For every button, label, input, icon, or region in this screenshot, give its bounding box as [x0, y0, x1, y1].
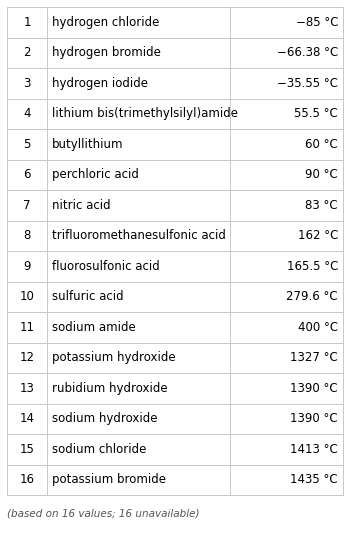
Text: 1: 1	[23, 15, 31, 29]
Text: 162 °C: 162 °C	[298, 229, 338, 242]
Text: 6: 6	[23, 168, 31, 181]
Text: sodium hydroxide: sodium hydroxide	[52, 412, 157, 425]
Text: 4: 4	[23, 107, 31, 120]
Text: hydrogen iodide: hydrogen iodide	[52, 77, 148, 90]
Text: 10: 10	[19, 290, 35, 303]
Text: −66.38 °C: −66.38 °C	[277, 46, 338, 59]
Text: 1327 °C: 1327 °C	[290, 351, 338, 364]
Text: butyllithium: butyllithium	[52, 138, 124, 151]
Text: potassium bromide: potassium bromide	[52, 473, 166, 486]
Text: 400 °C: 400 °C	[298, 321, 338, 334]
Text: 5: 5	[23, 138, 31, 151]
Text: 9: 9	[23, 260, 31, 273]
Text: 1413 °C: 1413 °C	[290, 443, 338, 456]
Text: 2: 2	[23, 46, 31, 59]
Text: lithium bis(trimethylsilyl)amide: lithium bis(trimethylsilyl)amide	[52, 107, 238, 120]
Text: hydrogen chloride: hydrogen chloride	[52, 15, 159, 29]
Text: sulfuric acid: sulfuric acid	[52, 290, 124, 303]
Text: 16: 16	[19, 473, 35, 486]
Text: −85 °C: −85 °C	[295, 15, 338, 29]
Text: 55.5 °C: 55.5 °C	[294, 107, 338, 120]
Text: sodium chloride: sodium chloride	[52, 443, 146, 456]
Text: 90 °C: 90 °C	[305, 168, 338, 181]
Text: fluorosulfonic acid: fluorosulfonic acid	[52, 260, 160, 273]
Text: 1390 °C: 1390 °C	[291, 412, 338, 425]
Text: sodium amide: sodium amide	[52, 321, 136, 334]
Text: 12: 12	[19, 351, 35, 364]
Text: (based on 16 values; 16 unavailable): (based on 16 values; 16 unavailable)	[7, 509, 199, 519]
Text: 1435 °C: 1435 °C	[291, 473, 338, 486]
Text: trifluoromethanesulfonic acid: trifluoromethanesulfonic acid	[52, 229, 226, 242]
Text: 1390 °C: 1390 °C	[291, 382, 338, 395]
Text: rubidium hydroxide: rubidium hydroxide	[52, 382, 168, 395]
Text: 15: 15	[19, 443, 35, 456]
Text: 60 °C: 60 °C	[305, 138, 338, 151]
Text: 11: 11	[19, 321, 35, 334]
Text: 13: 13	[19, 382, 35, 395]
Text: 83 °C: 83 °C	[305, 199, 338, 212]
Text: perchloric acid: perchloric acid	[52, 168, 139, 181]
Text: 7: 7	[23, 199, 31, 212]
Text: 3: 3	[23, 77, 31, 90]
Text: potassium hydroxide: potassium hydroxide	[52, 351, 176, 364]
Text: 14: 14	[19, 412, 35, 425]
Text: −35.55 °C: −35.55 °C	[277, 77, 338, 90]
Text: hydrogen bromide: hydrogen bromide	[52, 46, 161, 59]
Text: 279.6 °C: 279.6 °C	[286, 290, 338, 303]
Text: 165.5 °C: 165.5 °C	[287, 260, 338, 273]
Text: 8: 8	[23, 229, 31, 242]
Text: nitric acid: nitric acid	[52, 199, 110, 212]
